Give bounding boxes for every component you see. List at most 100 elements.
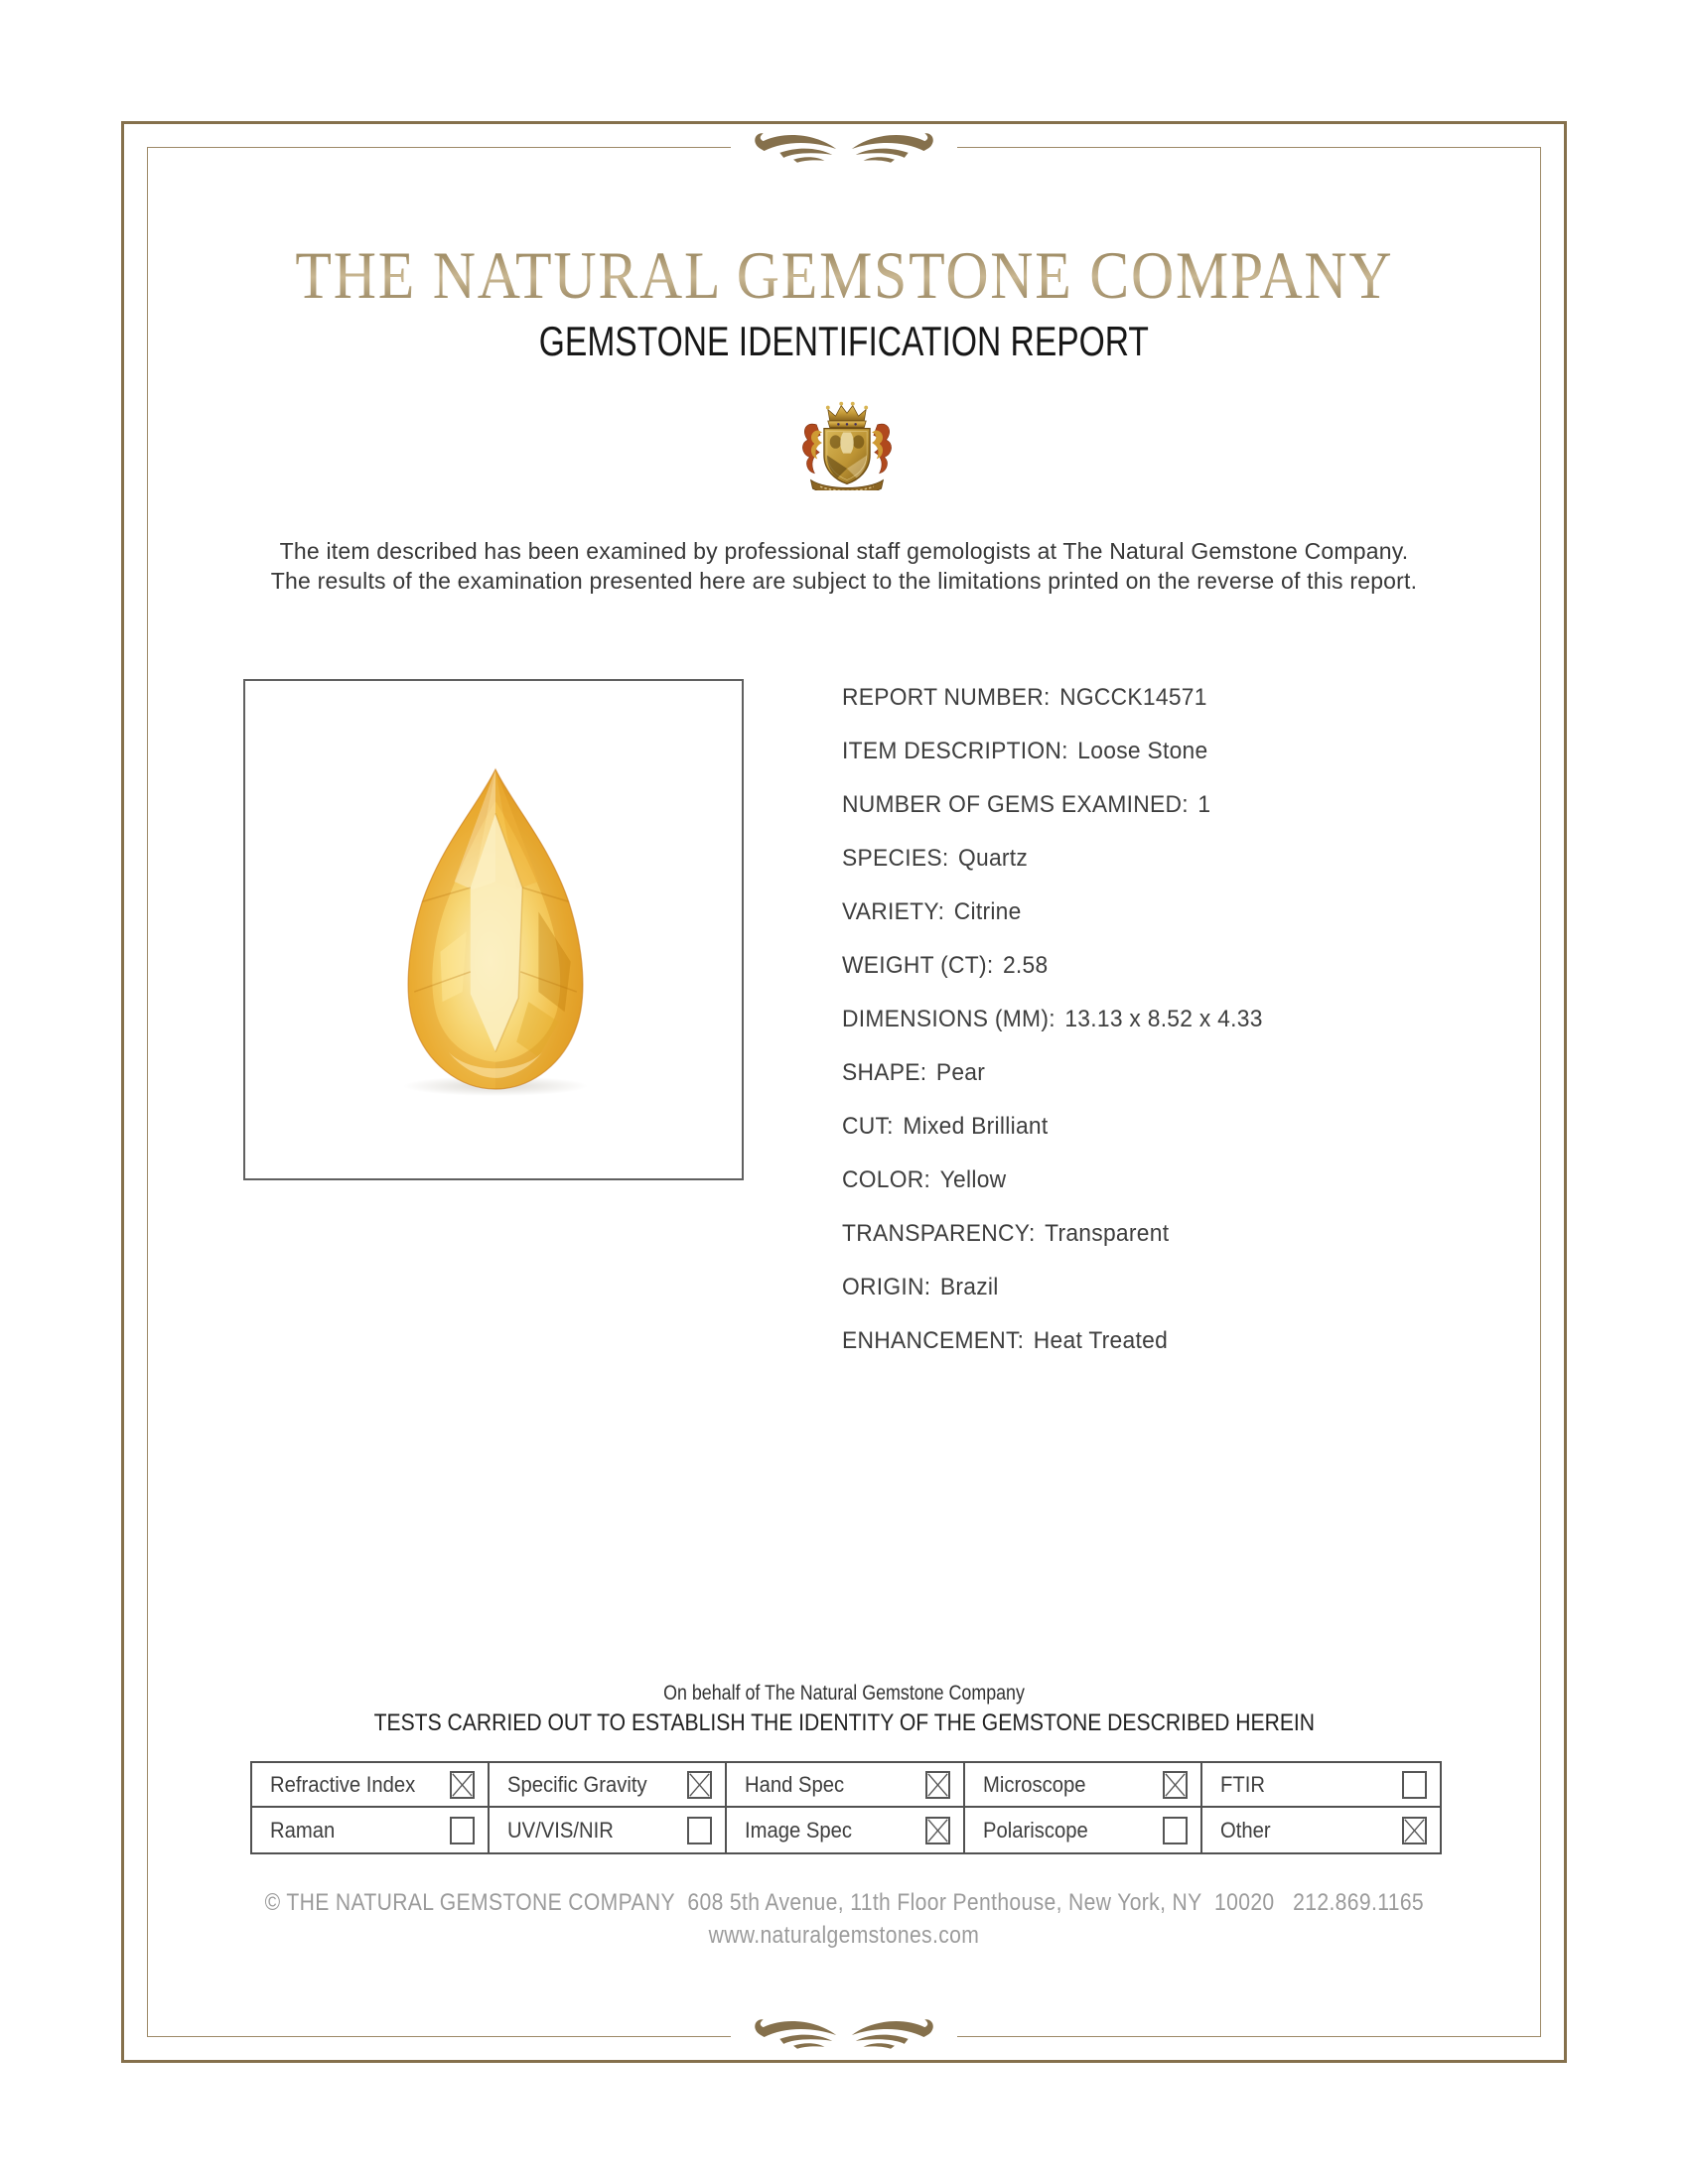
test-label: Other (1219, 1817, 1271, 1843)
report-title: GEMSTONE IDENTIFICATION REPORT (0, 318, 1688, 365)
test-cell-image-spec: Image Spec (727, 1808, 965, 1852)
footer-website-text: www.naturalgemstones.com (708, 1922, 980, 1949)
footer-address: © THE NATURAL GEMSTONE COMPANY 608 5th A… (0, 1889, 1688, 1917)
company-name: THE NATURAL GEMSTONE COMPANY (0, 236, 1688, 315)
detail-label: WEIGHT (CT): (842, 952, 994, 979)
company-name-text: THE NATURAL GEMSTONE COMPANY (295, 237, 1393, 313)
detail-label: COLOR: (842, 1166, 931, 1193)
detail-row-number-of-gems: NUMBER OF GEMS EXAMINED: 1 (842, 778, 1263, 832)
detail-value: 13.13 x 8.52 x 4.33 (1064, 1006, 1263, 1032)
flourish-divider-top (731, 127, 957, 171)
tests-table: Refractive Index Specific Gravity Hand S… (250, 1761, 1442, 1854)
checked-x-icon (926, 1772, 948, 1797)
flourish-icon (755, 2019, 933, 2049)
checkbox (687, 1770, 713, 1799)
intro-line-2: The results of the examination presented… (270, 568, 1418, 594)
checkbox (924, 1816, 950, 1844)
detail-row-enhancement: ENHANCEMENT: Heat Treated (842, 1314, 1263, 1368)
detail-value: 1 (1197, 791, 1211, 818)
test-cell-hand-spec: Hand Spec (727, 1763, 965, 1808)
detail-label: ORIGIN: (842, 1274, 931, 1300)
checkbox (450, 1816, 476, 1844)
test-label: Specific Gravity (507, 1771, 647, 1797)
test-label: Polariscope (982, 1817, 1088, 1843)
detail-row-report-number: REPORT NUMBER: NGCCK14571 (842, 671, 1263, 725)
detail-row-dimensions: DIMENSIONS (MM): 13.13 x 8.52 x 4.33 (842, 993, 1263, 1046)
detail-label: ITEM DESCRIPTION: (842, 738, 1068, 764)
test-label: Raman (270, 1817, 336, 1843)
detail-row-origin: ORIGIN: Brazil (842, 1261, 1263, 1314)
detail-value: Quartz (957, 845, 1029, 872)
checked-x-icon (1404, 1818, 1425, 1843)
on-behalf-text: On behalf of The Natural Gemstone Compan… (663, 1682, 1025, 1705)
detail-row-item-description: ITEM DESCRIPTION: Loose Stone (842, 725, 1263, 778)
on-behalf-line: On behalf of The Natural Gemstone Compan… (0, 1682, 1688, 1706)
checkbox (1162, 1770, 1188, 1799)
detail-label: REPORT NUMBER: (842, 684, 1051, 711)
detail-row-species: SPECIES: Quartz (842, 832, 1263, 886)
crest-icon (802, 401, 893, 495)
detail-label: DIMENSIONS (MM): (842, 1006, 1055, 1032)
detail-label: SHAPE: (842, 1059, 927, 1086)
detail-label: CUT: (842, 1113, 894, 1140)
test-cell-polariscope: Polariscope (965, 1808, 1202, 1852)
checked-x-icon (452, 1772, 473, 1797)
checkbox (1401, 1770, 1427, 1799)
detail-label: TRANSPARENCY: (842, 1220, 1036, 1247)
detail-value: Yellow (939, 1166, 1007, 1193)
test-cell-refractive-index: Refractive Index (252, 1763, 491, 1808)
test-cell-ftir: FTIR (1201, 1763, 1440, 1808)
tests-heading-text: TESTS CARRIED OUT TO ESTABLISH THE IDENT… (373, 1709, 1315, 1736)
test-label: Refractive Index (270, 1771, 416, 1797)
flourish-divider-bottom (731, 2013, 957, 2057)
checkbox (924, 1770, 950, 1799)
test-cell-specific-gravity: Specific Gravity (490, 1763, 728, 1808)
flourish-icon (755, 133, 933, 163)
checkbox (450, 1770, 476, 1799)
test-cell-other: Other (1202, 1808, 1440, 1852)
footer-address-text: © THE NATURAL GEMSTONE COMPANY 608 5th A… (264, 1889, 1424, 1916)
detail-row-shape: SHAPE: Pear (842, 1046, 1263, 1100)
checkbox (1162, 1816, 1188, 1844)
test-label: Microscope (982, 1771, 1086, 1797)
detail-row-color: COLOR: Yellow (842, 1154, 1263, 1207)
test-cell-microscope: Microscope (964, 1763, 1202, 1808)
detail-value: Loose Stone (1077, 738, 1208, 764)
checked-x-icon (926, 1818, 948, 1843)
detail-value: Mixed Brilliant (903, 1113, 1049, 1140)
checkbox (1401, 1816, 1427, 1844)
detail-value: Brazil (939, 1274, 999, 1300)
detail-row-cut: CUT: Mixed Brilliant (842, 1100, 1263, 1154)
detail-row-variety: VARIETY: Citrine (842, 886, 1263, 939)
detail-label: ENHANCEMENT: (842, 1327, 1025, 1354)
detail-row-weight: WEIGHT (CT): 2.58 (842, 939, 1263, 993)
test-cell-raman: Raman (252, 1808, 491, 1852)
test-label: UV/VIS/NIR (507, 1817, 615, 1843)
detail-label: SPECIES: (842, 845, 949, 872)
detail-value: Heat Treated (1033, 1327, 1169, 1354)
gemstone-photo-frame (243, 679, 744, 1180)
outer-frame-border (121, 121, 1567, 2063)
checkbox (687, 1816, 713, 1844)
test-cell-uv-vis-nir: UV/VIS/NIR (490, 1808, 728, 1852)
tests-heading: TESTS CARRIED OUT TO ESTABLISH THE IDENT… (0, 1709, 1688, 1737)
intro-line-1: The item described has been examined by … (279, 538, 1409, 564)
checked-x-icon (1165, 1772, 1186, 1797)
detail-value: 2.58 (1002, 952, 1049, 979)
detail-value: NGCCK14571 (1059, 684, 1207, 711)
report-title-text: GEMSTONE IDENTIFICATION REPORT (538, 318, 1150, 364)
company-crest (799, 397, 895, 495)
detail-value: Transparent (1045, 1220, 1170, 1247)
citrine-gem-image (403, 768, 588, 1097)
footer-website: www.naturalgemstones.com (0, 1922, 1688, 1950)
detail-label: VARIETY: (842, 898, 945, 925)
report-details-list: REPORT NUMBER: NGCCK14571 ITEM DESCRIPTIO… (842, 671, 1263, 1368)
detail-label: NUMBER OF GEMS EXAMINED: (842, 791, 1189, 818)
detail-value: Citrine (953, 898, 1022, 925)
test-label: Image Spec (745, 1817, 853, 1843)
detail-row-transparency: TRANSPARENCY: Transparent (842, 1207, 1263, 1261)
checked-x-icon (689, 1772, 711, 1797)
intro-paragraph: The item described has been examined by … (0, 536, 1688, 596)
test-label: Hand Spec (745, 1771, 845, 1797)
